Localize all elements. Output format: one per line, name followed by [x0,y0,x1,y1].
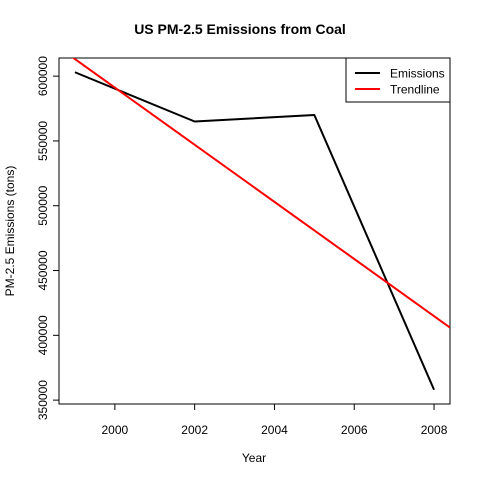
legend: Emissions Trendline [345,57,451,103]
series-line-emissions [74,71,435,391]
x-axis: 2000 2002 2004 2006 2008 [102,403,448,437]
chart-title: US PM-2.5 Emissions from Coal [134,21,346,37]
x-tick-label: 2004 [261,423,288,437]
x-tick-label: 2002 [181,423,208,437]
series-line-trendline [71,58,450,329]
y-tick-label: 550000 [36,121,50,161]
y-axis: 350000 400000 450000 500000 550000 600000 [36,56,60,420]
y-tick-label: 400000 [36,315,50,355]
plot-area [58,57,451,405]
x-axis-title: Year [242,451,266,465]
legend-label-trendline: Trendline [390,83,440,97]
x-tick-label: 2006 [341,423,368,437]
y-tick-label: 600000 [36,56,50,96]
legend-box [345,57,451,103]
x-tick-label: 2000 [102,423,129,437]
series-layer [71,58,450,391]
y-tick-label: 450000 [36,250,50,290]
y-tick-label: 350000 [36,380,50,420]
legend-label-emissions: Emissions [390,67,445,81]
y-axis-title: PM-2.5 Emissions (tons) [3,166,17,297]
y-tick-label: 500000 [36,185,50,225]
x-tick-label: 2008 [421,423,448,437]
